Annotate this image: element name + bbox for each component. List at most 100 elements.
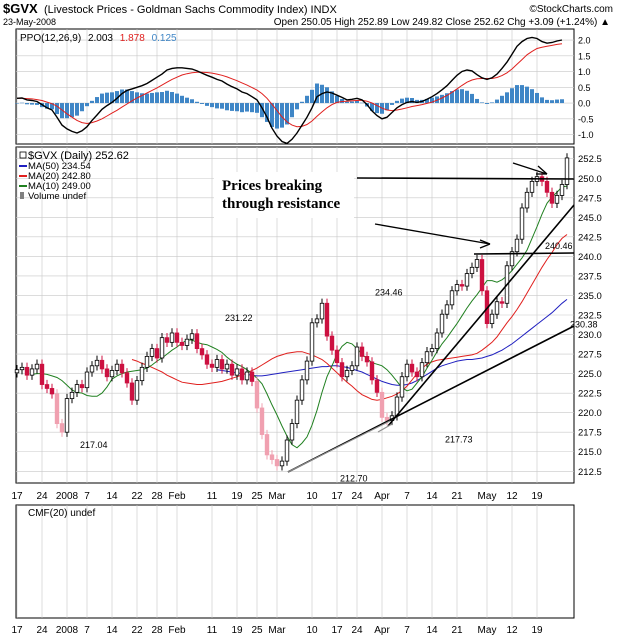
ppo-panel [15, 28, 575, 145]
ppo-histogram-bar [495, 99, 499, 104]
x-tick-label: 21 [451, 625, 463, 636]
price-tick-label: 235.0 [578, 291, 602, 302]
candle-body [549, 191, 555, 204]
candle-body [89, 365, 95, 373]
ppo-histogram-bar [110, 92, 114, 104]
ppo-histogram-bar [225, 103, 229, 111]
price-tick-label: 247.5 [578, 193, 602, 204]
x-tick-label: 14 [426, 491, 438, 502]
ma10-line [31, 185, 568, 449]
ppo-histogram-bar [275, 103, 279, 129]
candle-body [179, 341, 185, 346]
ppo-histogram-bar [165, 90, 169, 104]
ppo-tick-label: 1.0 [578, 67, 591, 77]
header-symbol: $GVX [3, 1, 38, 16]
x-tick-label: May [478, 625, 497, 636]
candle-body [99, 359, 105, 370]
candle-body [514, 238, 520, 253]
candle-body [234, 368, 240, 376]
ppo-histogram-bar [535, 92, 539, 104]
legend-swatch [19, 151, 27, 159]
candle-body [249, 371, 255, 382]
candle-body [259, 407, 265, 435]
ppo-histogram-bar [560, 99, 564, 104]
x-tick-label: 7 [404, 625, 410, 636]
x-tick-label: 19 [231, 491, 243, 502]
candle-body [54, 393, 60, 425]
candle-body [184, 338, 190, 346]
ppo-histogram-bar [550, 100, 554, 104]
x-tick-label: 11 [207, 491, 218, 502]
ppo-histogram-bar [455, 89, 459, 104]
candle-body [109, 370, 115, 378]
candle-body [44, 384, 50, 389]
price-label: 217.04 [80, 440, 108, 450]
price-tick-label: 227.5 [578, 350, 602, 361]
ppo-histogram-bar [210, 103, 214, 108]
price-legend-entry: $GVX (Daily) 252.62 [28, 150, 129, 162]
ppo-histogram-bar [470, 93, 474, 104]
candle-body [224, 363, 230, 370]
candle-body [494, 301, 500, 315]
ppo-histogram-bar [360, 102, 364, 104]
price-label: 240.46 [545, 241, 573, 251]
ppo-histogram-bar [120, 89, 124, 104]
candle-body [194, 333, 200, 349]
candle-body [564, 157, 570, 185]
price-label: 212.70 [340, 474, 368, 484]
ppo-tick-label: 0.0 [578, 99, 591, 109]
price-tick-label: 232.5 [578, 311, 602, 322]
candle-body [149, 348, 155, 357]
price-tick-label: 237.5 [578, 271, 602, 282]
x-tick-label: 19 [531, 491, 543, 502]
price-tick-label: 242.5 [578, 232, 602, 243]
ppo-histogram-bar [385, 103, 389, 111]
arrowhead [479, 239, 491, 245]
candle-body [244, 371, 250, 381]
ppo-line [16, 36, 563, 145]
candle-body [274, 459, 280, 467]
ppo-histogram-bar [220, 103, 224, 109]
header-description: (Livestock Prices - Goldman Sachs Commod… [44, 4, 337, 16]
candle-body [339, 362, 345, 378]
x-tick-label: Mar [268, 491, 286, 502]
price-legend-entry: Volume undef [28, 191, 86, 202]
candle-body [154, 348, 160, 359]
ppo-legend: PPO(12,26,9) 2.003 1.878 0.125 [20, 33, 177, 44]
candle-body [334, 349, 340, 364]
price-tick-label: 245.0 [578, 213, 602, 224]
ppo-histogram-bar [480, 102, 484, 104]
ppo-histogram-bar [180, 95, 184, 104]
candle-body [379, 391, 385, 418]
x-tick-label: 14 [106, 491, 118, 502]
candle-body [174, 332, 180, 343]
ppo-histogram-bar [45, 103, 49, 109]
x-tick-label: 7 [84, 625, 90, 636]
ppo-histogram-bar [345, 101, 349, 104]
ppo-histogram-bar [245, 103, 249, 112]
candle-body [324, 302, 330, 337]
ppo-histogram-bar [415, 99, 419, 104]
candle-body [404, 363, 410, 378]
candle-body [279, 460, 285, 467]
candle-body [429, 348, 435, 353]
ppo-histogram-bar [95, 97, 99, 104]
annotation-backdrop [214, 172, 354, 218]
candle-body [309, 322, 315, 362]
x-tick-label: 28 [151, 491, 163, 502]
candle-body [239, 368, 245, 381]
ppo-histogram-bar [430, 97, 434, 104]
candle-body [499, 301, 505, 304]
candle-body [269, 454, 275, 460]
price-labels: 217.04 231.22 234.46 212.70 217.73 240.46 230.… [80, 241, 598, 484]
candle-body [114, 363, 120, 371]
x-tick-label: 24 [351, 625, 363, 636]
ppo-histogram-bar [540, 97, 544, 104]
candle-body [424, 351, 430, 364]
candle-body [189, 333, 195, 340]
ppo-histogram-bar [490, 102, 494, 104]
ppo-histogram-bar [370, 103, 374, 111]
candle-body [329, 335, 335, 351]
candle-body [374, 379, 380, 393]
